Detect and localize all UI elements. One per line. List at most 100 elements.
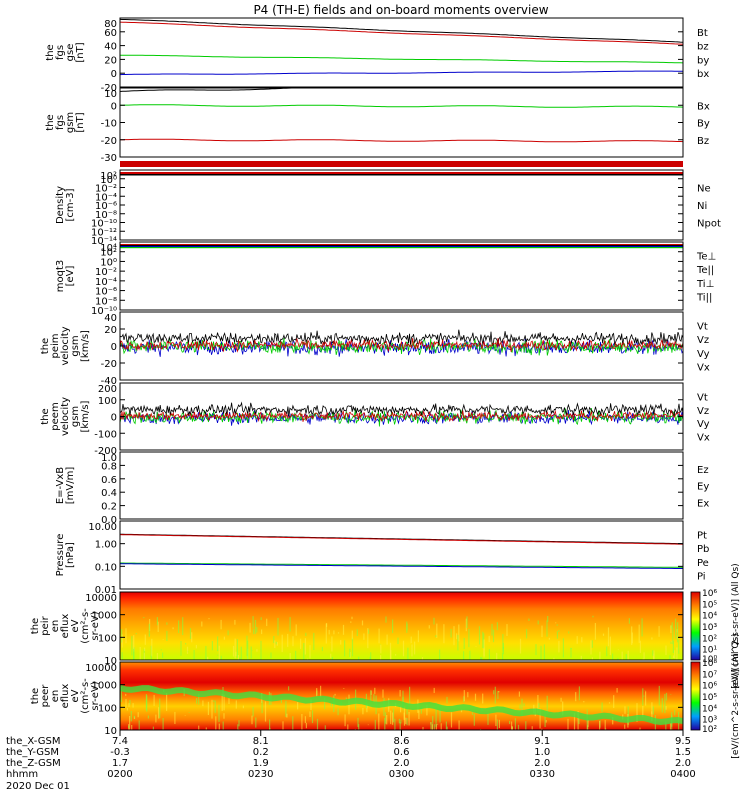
panel-frame [119,87,684,158]
y-axis-label: [km/s] [80,400,91,432]
y-axis-label: gse [65,44,76,62]
spectrogram-speckle [570,647,572,658]
spectrogram-speckle [548,637,550,640]
spectrogram-speckle [218,704,220,723]
spectrogram-speckle [139,647,141,660]
spectrogram-speckle [125,693,127,696]
spectrogram-speckle [246,635,248,656]
series-line-bx [120,70,683,76]
series-line-Vz [120,409,683,423]
y-axis-label: sr-eV) [90,681,101,710]
spectrogram-speckle [607,627,610,647]
spectrogram-speckle [266,618,268,627]
spectrogram-speckle [150,655,152,657]
spectrogram-speckle [480,657,482,660]
spectrogram-speckle [261,700,263,714]
plot-area [120,18,683,76]
spectrogram-speckle [594,623,596,640]
spectrogram-speckle [466,616,468,629]
y-tick-label: 10⁻¹⁰ [91,219,117,230]
spectrogram-speckle [358,656,360,660]
spectrogram-speckle [556,631,558,639]
colorbar-tick-label: 10³ [702,716,717,726]
spectrogram-speckle [426,704,428,716]
legend-entry: Npot [697,219,721,230]
spectrogram-speckle [643,652,645,660]
spectrogram-speckle [658,685,660,706]
y-tick-label: 1000 [92,681,117,692]
spectrogram-speckle [385,616,387,623]
spectrogram-speckle [400,719,402,724]
spectrogram-speckle [581,637,583,643]
spectrogram-speckle [281,634,283,653]
panel-frame [119,382,684,451]
spectrogram-speckle [155,714,157,723]
spectrogram-speckle [436,623,438,639]
y-axis-label: velocity [60,326,71,365]
spectrogram-speckle [129,700,131,705]
spectrogram-speckle [450,712,453,728]
y-axis-label: eV [70,619,81,632]
spectrogram-speckle [285,700,287,717]
spectrogram-speckle [417,630,419,643]
spectrogram-speckle [358,724,360,730]
x-tick-label: 9.1 [534,736,550,747]
spectrogram-speckle [361,620,364,626]
spectrogram-speckle [450,629,452,638]
spectrogram-speckle [235,651,237,657]
x-tick-label: 0230 [248,769,273,780]
y-tick-label: 10⁰ [100,175,117,186]
spectrogram-speckle [543,644,545,660]
colorbar-tick-label: 10³ [702,623,717,633]
spectrogram-speckle [147,715,149,719]
spectrogram-speckle [350,621,352,623]
spectrogram-speckle [288,686,290,691]
spectrogram-speckle [400,705,402,713]
spectrogram-band [120,684,683,726]
spectrogram-speckle [208,618,210,620]
y-tick-label: -200 [94,446,117,457]
spectrogram-speckle [280,698,282,704]
series-line-Ti⊥ [120,246,683,248]
spectrogram-speckle [665,706,667,710]
spectrogram-speckle [295,624,297,636]
spectrogram-speckle [367,724,369,726]
spectrogram-speckle [576,636,578,644]
y-axis-label: fgs [55,115,66,130]
spectrogram-speckle [269,727,271,730]
spectrogram-speckle [309,645,311,659]
spectrogram-speckle [463,651,465,660]
spectrogram-speckle [498,691,500,693]
spectrogram-speckle [286,713,288,718]
spectrogram-speckle [193,650,195,660]
spectrogram-speckle [674,650,676,659]
spectrogram-image [120,592,683,660]
spectrogram-speckle [292,716,294,730]
spectrogram-speckle [205,646,207,660]
series-line-bz [120,21,683,45]
spectrogram-speckle [674,709,676,716]
spectrogram-speckle [456,633,458,640]
spectrogram-speckle [303,643,305,660]
spectrogram-speckle [573,713,576,730]
spectrogram-speckle [497,691,499,699]
y-tick-label: 0 [111,413,117,424]
y-tick-label: 1.0 [101,453,117,464]
spectrogram-speckle [232,645,235,657]
spectrogram-speckle [407,647,409,660]
y-tick-label: 10⁻⁶ [95,201,117,212]
x-tick-label: 0400 [670,769,695,780]
spectrogram-speckle [273,636,275,644]
spectrogram-speckle [653,650,655,660]
spectrogram-speckle [128,725,130,728]
spectrogram-speckle [384,712,387,724]
spectrogram-speckle [625,654,627,660]
spectrogram-speckle [304,638,306,655]
x-tick-label: -0.3 [110,747,130,758]
legend-entry: Ti|| [696,292,712,303]
spectrogram-speckle [351,630,353,640]
spectrogram-speckle [617,658,619,660]
